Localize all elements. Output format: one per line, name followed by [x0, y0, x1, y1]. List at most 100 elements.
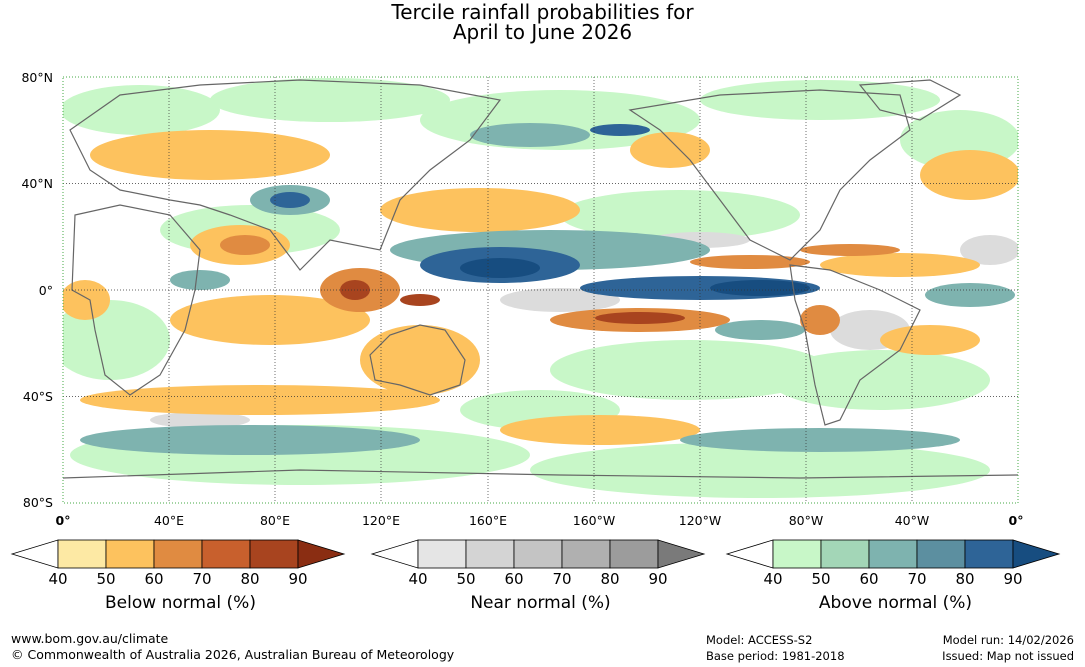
- colorbar-segment: [513, 539, 563, 569]
- colorbar-tick-label: 90: [1003, 570, 1022, 586]
- lat-label: 80°S: [23, 495, 53, 510]
- footer-model: Model: ACCESS-S2: [706, 633, 813, 647]
- above-normal-region: [460, 258, 540, 278]
- above-normal-region: [700, 80, 940, 120]
- above-normal-region: [170, 270, 230, 290]
- colorbar-tick-label: 90: [648, 570, 667, 586]
- colorbar-tick-label: 40: [48, 570, 67, 586]
- coastline-north-america: [628, 89, 911, 261]
- colorbar-tick-label: 60: [144, 570, 163, 586]
- lat-label: 80°N: [21, 70, 53, 85]
- map-title-line2: April to June 2026: [452, 20, 633, 44]
- above-normal-region: [770, 350, 990, 410]
- colorbar-extend-low: [370, 539, 419, 569]
- colorbar-extend-high: [657, 539, 706, 569]
- colorbar-tick-label: 50: [96, 570, 115, 586]
- coastline-antarctica: [63, 469, 1018, 479]
- footer-issued: Issued: Map not issued: [942, 649, 1074, 663]
- below-normal-region: [400, 294, 440, 306]
- colorbar-segment: [153, 539, 203, 569]
- above-normal-region: [710, 280, 810, 296]
- colorbar-segment: [249, 539, 299, 569]
- colorbar-segment: [964, 539, 1014, 569]
- lon-label: 120°E: [362, 513, 400, 528]
- colorbar-tick-label: 80: [955, 570, 974, 586]
- coastline-africa: [71, 204, 201, 396]
- colorbar-segment: [820, 539, 870, 569]
- below-normal-region: [800, 244, 900, 256]
- near-normal-colorbar: 40 50 60 70 80 90: [370, 539, 706, 586]
- colorbar-tick-label: 70: [907, 570, 926, 586]
- footer-model-run: Model run: 14/02/2026: [942, 633, 1074, 647]
- colorbar-segment: [916, 539, 966, 569]
- probability-map: 80°N 40°N 0° 40°S 80°S 0° 40°E 80°E 120°…: [21, 70, 1023, 528]
- graticule: [63, 77, 1018, 503]
- above-normal-region: [715, 320, 805, 340]
- below-normal-region: [690, 255, 810, 269]
- map-frame: [62, 76, 1019, 504]
- above-normal-region: [210, 78, 450, 122]
- probability-fields: [63, 78, 1018, 498]
- above-normal-region: [270, 192, 310, 208]
- below-normal-title: Below normal (%): [105, 593, 256, 613]
- below-normal-region: [630, 132, 710, 168]
- above-normal-region: [590, 124, 650, 136]
- footer-url: www.bom.gov.au/climate: [11, 631, 169, 646]
- below-normal-region: [880, 325, 980, 355]
- above-normal-region: [80, 425, 420, 455]
- lon-label: 40°E: [154, 513, 184, 528]
- footer-copyright: © Commonwealth of Australia 2026, Austra…: [11, 647, 455, 662]
- colorbar-tick-label: 50: [811, 570, 830, 586]
- colorbar-tick-label: 50: [456, 570, 475, 586]
- lon-label: 80°E: [260, 513, 290, 528]
- below-normal-region: [360, 325, 480, 395]
- above-normal-region: [925, 283, 1015, 307]
- below-normal-region: [170, 295, 370, 345]
- below-normal-region: [595, 312, 685, 324]
- lat-label: 0°: [39, 283, 53, 298]
- below-normal-region: [63, 280, 110, 320]
- colorbar-segment: [105, 539, 155, 569]
- below-normal-region: [80, 385, 440, 415]
- lon-label: 160°W: [573, 513, 615, 528]
- lon-label: 120°W: [679, 513, 721, 528]
- colorbar-segment: [609, 539, 659, 569]
- colorbar-segment: [868, 539, 918, 569]
- above-normal-region: [470, 123, 590, 147]
- above-normal-region: [550, 340, 830, 400]
- below-normal-region: [380, 188, 580, 232]
- below-normal-region: [220, 235, 270, 255]
- above-normal-region: [530, 442, 990, 498]
- lon-label: 0°: [56, 513, 71, 528]
- colorbar-extend-high: [1012, 539, 1061, 569]
- colorbar-tick-label: 60: [504, 570, 523, 586]
- lat-label: 40°N: [21, 176, 53, 191]
- colorbar-segment: [417, 539, 467, 569]
- above-normal-title: Above normal (%): [818, 593, 973, 613]
- colorbar-extend-low: [10, 539, 59, 569]
- coastline-greenland: [858, 79, 962, 121]
- near-normal-region: [150, 412, 250, 428]
- below-normal-region: [800, 305, 840, 335]
- below-normal-region: [500, 415, 700, 445]
- colorbar-segment: [201, 539, 251, 569]
- colorbar-tick-label: 90: [288, 570, 307, 586]
- colorbar-tick-label: 80: [600, 570, 619, 586]
- colorbar-extend-low: [725, 539, 774, 569]
- colorbar-tick-label: 70: [552, 570, 571, 586]
- colorbar-tick-label: 60: [859, 570, 878, 586]
- colorbar-segment: [465, 539, 515, 569]
- near-normal-region: [500, 288, 620, 312]
- coastline-australia: [369, 324, 466, 396]
- colorbar-tick-label: 40: [408, 570, 427, 586]
- near-normal-region: [960, 235, 1018, 265]
- colorbar-tick-label: 80: [240, 570, 259, 586]
- colorbar-tick-label: 70: [192, 570, 211, 586]
- near-normal-title: Near normal (%): [470, 593, 611, 613]
- below-normal-colorbar: 40 50 60 70 80 90: [10, 539, 346, 586]
- above-normal-region: [63, 300, 170, 380]
- lon-label: 160°E: [469, 513, 507, 528]
- below-normal-region: [920, 150, 1018, 200]
- lon-label: 80°W: [789, 513, 824, 528]
- coastline-eurasia: [69, 79, 502, 271]
